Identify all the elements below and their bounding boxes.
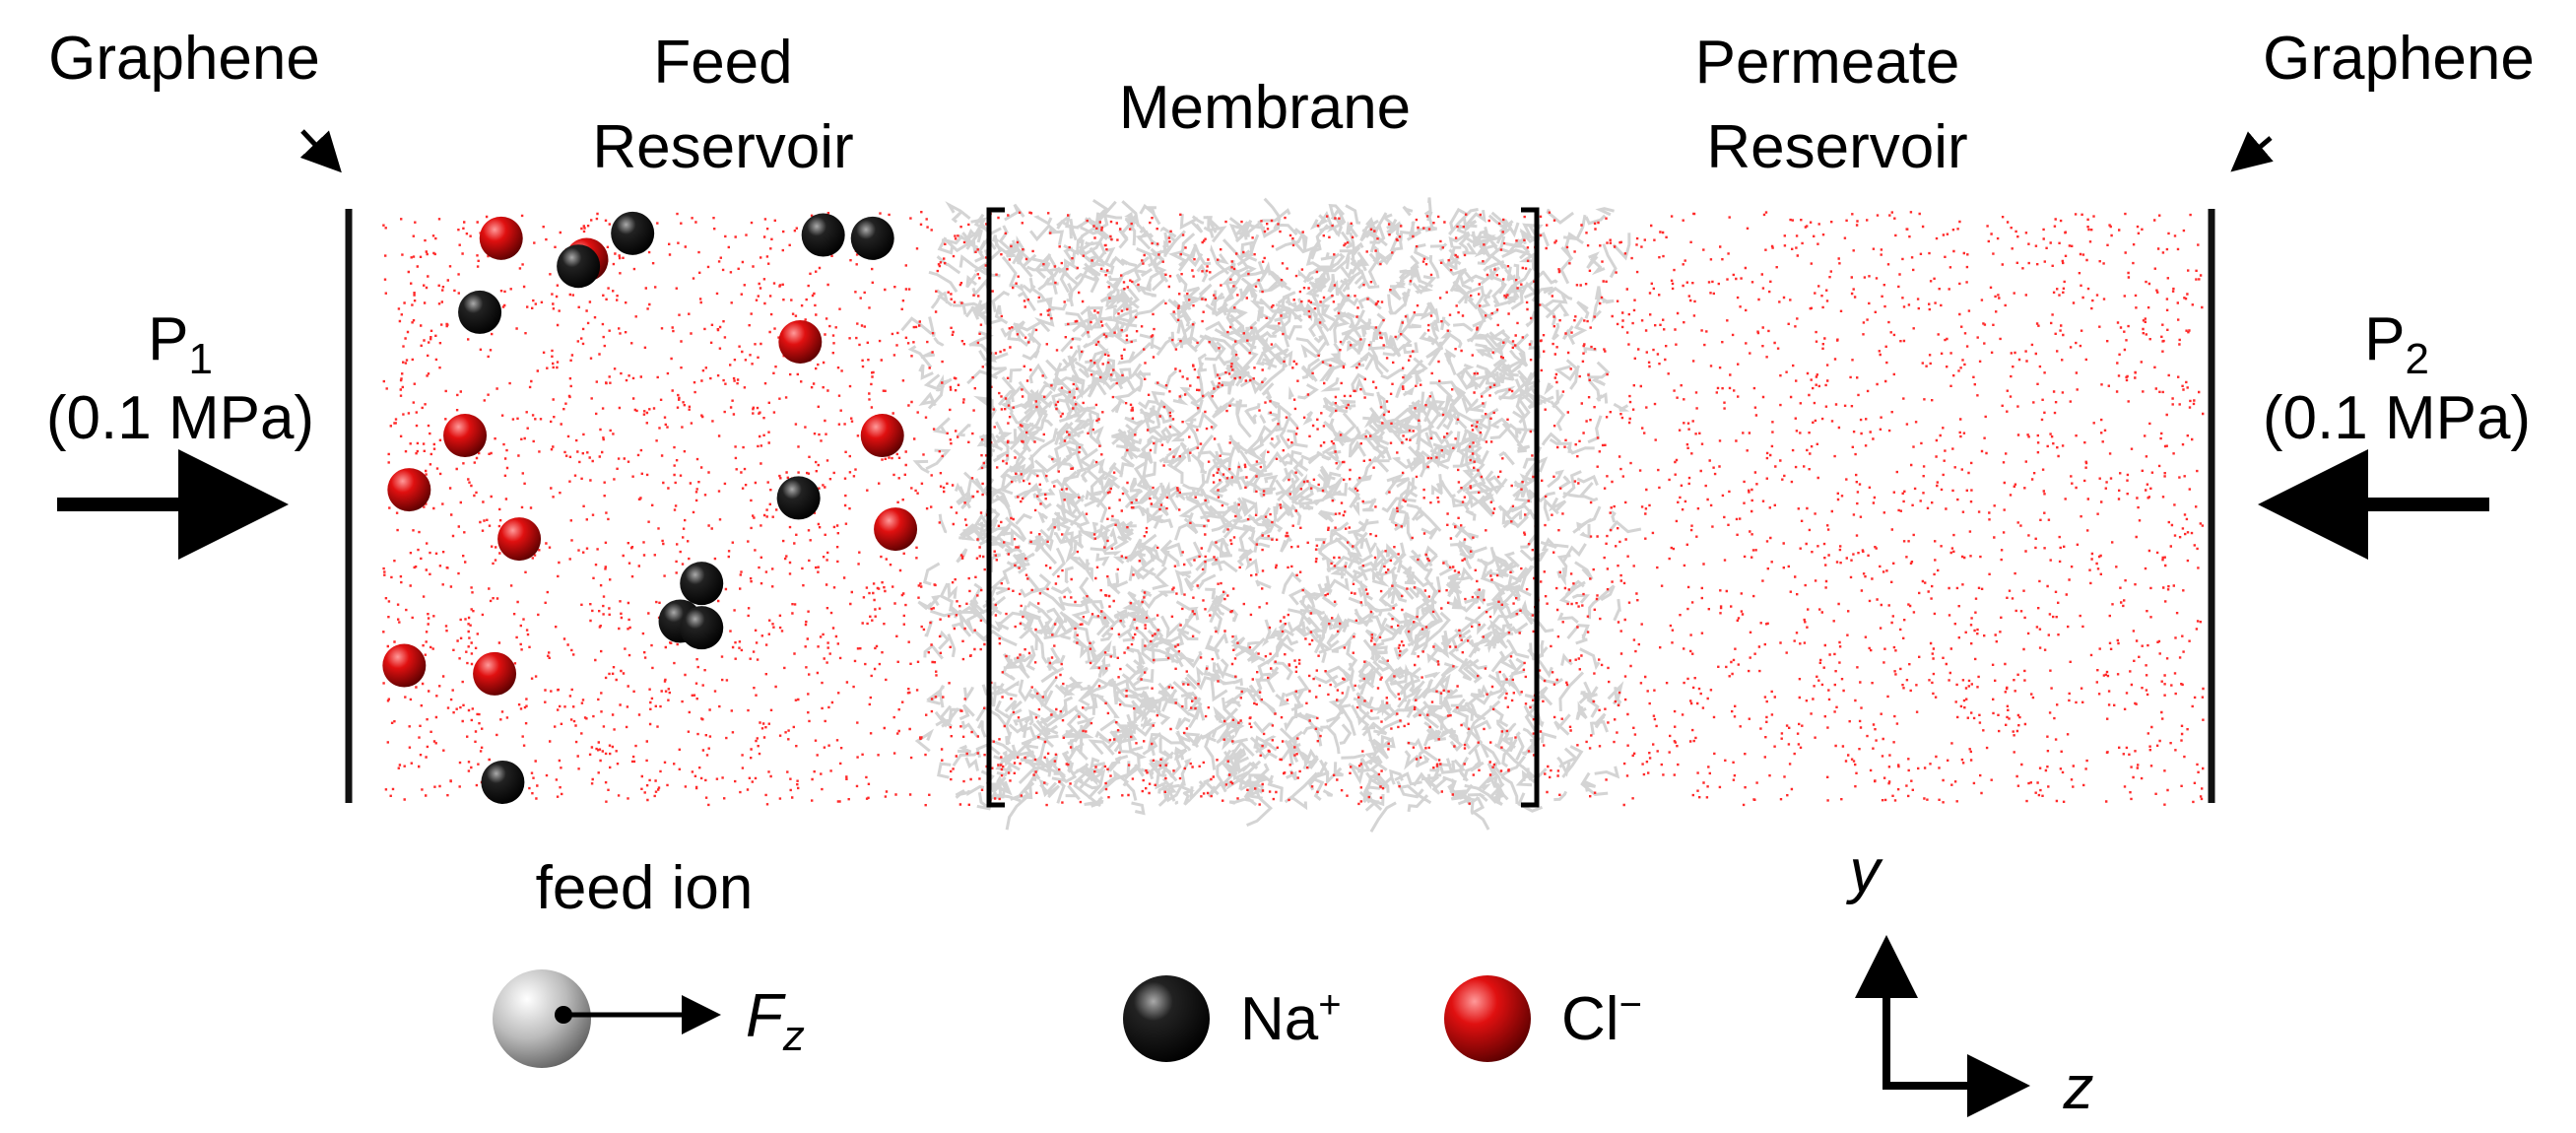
label: Feed [653,29,792,97]
label: Reservoir [592,113,853,181]
pointer-arrow [2230,131,2274,172]
ions [382,211,918,804]
cl-ion [443,414,488,458]
symbol: Cl [1561,985,1619,1053]
cl-ion [387,468,431,512]
cl-ion [473,651,517,696]
label: Permeate [1695,29,1960,97]
na-ion [801,213,845,257]
na-ion [776,476,821,520]
legend-label: Cl− [1561,983,1642,1053]
label: Membrane [1119,74,1411,142]
force-label: Fz [746,982,805,1060]
axis-label: y [1846,837,1884,905]
label: Reservoir [1706,113,1967,181]
na-ion [611,211,655,255]
pressure-label: P1 [148,305,213,383]
label: Graphene [48,25,320,93]
cl-ion [778,319,823,364]
cl-ion [479,216,523,260]
pointer-arrow [299,129,342,173]
membrane-strands [900,197,1642,833]
feed-ion-sphere [493,969,591,1068]
na-ion [850,216,894,260]
na-ion [481,760,525,804]
membrane-bracket [986,207,1005,808]
legend-label: Na+ [1240,983,1342,1053]
cl-ion [497,517,542,562]
na-ion [680,562,724,606]
pressure-value: (0.1 MPa) [46,384,314,452]
axis-label: z [2063,1054,2094,1122]
superscript: + [1318,983,1341,1027]
superscript: − [1619,983,1642,1027]
membrane-bracket [1521,207,1540,808]
pressure-label: P2 [2364,305,2429,383]
subscript: 1 [188,335,212,383]
legend-label: feed ion [536,854,754,922]
membrane-texture [900,197,1642,833]
symbol: P [148,305,188,373]
symbol: F [746,982,786,1050]
cl-ion [874,507,918,552]
na-ion [557,244,601,289]
subscript: z [782,1012,805,1060]
subscript: 2 [2405,335,2428,383]
pressure-value: (0.1 MPa) [2263,384,2531,452]
na-ion [680,606,724,650]
symbol: P [2364,305,2405,373]
label: Graphene [2263,25,2535,93]
na-sphere [1123,975,1210,1062]
cl-ion [860,414,904,458]
symbol: Na [1240,985,1319,1053]
cl-ion [382,643,427,688]
na-ion [458,290,502,334]
cl-sphere [1444,975,1531,1062]
